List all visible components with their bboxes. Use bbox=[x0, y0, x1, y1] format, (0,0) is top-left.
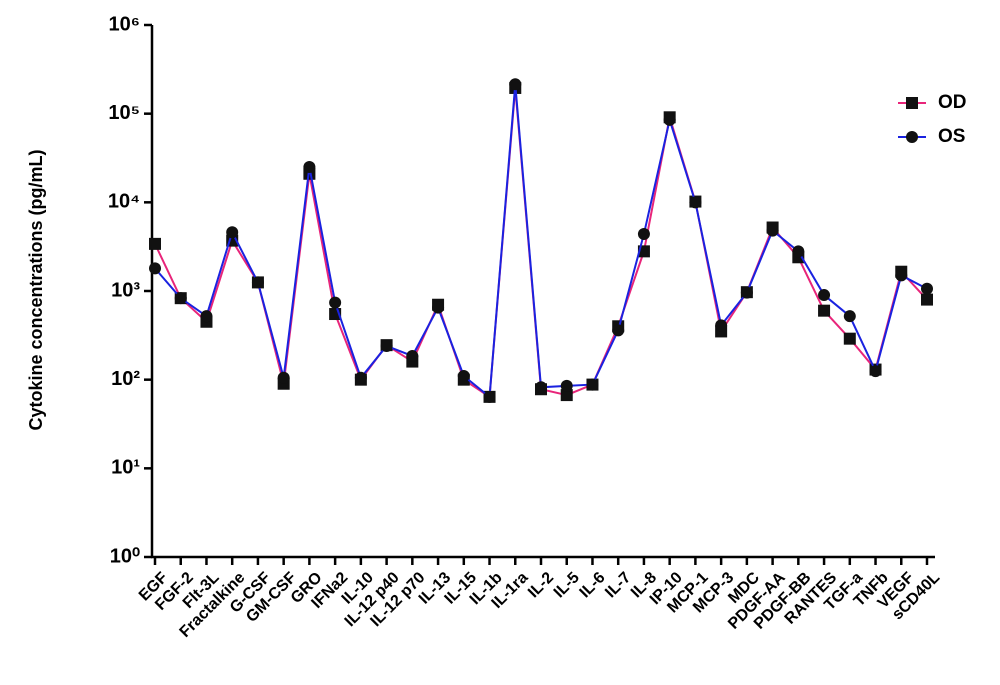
y-tick-label: 10⁴ bbox=[108, 191, 140, 213]
marker bbox=[869, 365, 882, 378]
y-tick-label: 10⁶ bbox=[109, 13, 140, 35]
y-tick-label: 10² bbox=[111, 368, 140, 390]
marker bbox=[174, 292, 187, 305]
marker bbox=[277, 371, 290, 384]
marker bbox=[535, 381, 547, 394]
marker bbox=[200, 310, 213, 323]
marker bbox=[329, 296, 342, 309]
marker bbox=[612, 324, 625, 337]
line bbox=[154, 87, 928, 399]
x-tick-label: IL-6 bbox=[577, 569, 609, 601]
marker bbox=[740, 286, 753, 299]
marker bbox=[921, 293, 933, 306]
marker bbox=[354, 371, 367, 384]
legend-label: OS bbox=[938, 126, 965, 147]
marker bbox=[406, 349, 419, 362]
legend-marker bbox=[906, 97, 918, 109]
marker bbox=[483, 390, 496, 403]
marker bbox=[303, 161, 316, 174]
marker bbox=[586, 378, 599, 391]
marker bbox=[818, 304, 831, 317]
marker bbox=[226, 226, 239, 239]
marker bbox=[560, 389, 573, 402]
y-axis-label: Cytokine concentrations (pg/mL) bbox=[26, 149, 46, 430]
x-tick-label: IL-5 bbox=[551, 569, 583, 601]
marker bbox=[715, 319, 728, 332]
marker bbox=[921, 282, 933, 295]
marker bbox=[457, 369, 470, 382]
marker bbox=[663, 113, 676, 126]
marker bbox=[843, 332, 856, 345]
marker bbox=[843, 310, 856, 323]
marker bbox=[432, 301, 445, 314]
marker bbox=[637, 227, 650, 240]
marker bbox=[380, 339, 393, 352]
y-tick-label: 10³ bbox=[111, 279, 140, 301]
y-tick-label: 10¹ bbox=[111, 457, 140, 479]
marker bbox=[509, 78, 522, 91]
x-tick-label: IL-7 bbox=[602, 569, 634, 601]
marker bbox=[895, 269, 908, 282]
marker bbox=[818, 289, 831, 302]
marker bbox=[792, 245, 805, 258]
y-tick-label: 10⁰ bbox=[110, 545, 140, 567]
marker bbox=[149, 237, 161, 250]
marker bbox=[149, 262, 161, 275]
y-tick-label: 10⁵ bbox=[108, 102, 140, 124]
x-tick-label: IL-2 bbox=[525, 569, 557, 601]
marker bbox=[766, 224, 779, 237]
legend-marker bbox=[906, 131, 918, 143]
marker bbox=[560, 379, 573, 392]
line bbox=[154, 84, 928, 399]
legend-label: OD bbox=[938, 92, 967, 113]
marker bbox=[689, 196, 702, 209]
marker bbox=[251, 276, 264, 289]
